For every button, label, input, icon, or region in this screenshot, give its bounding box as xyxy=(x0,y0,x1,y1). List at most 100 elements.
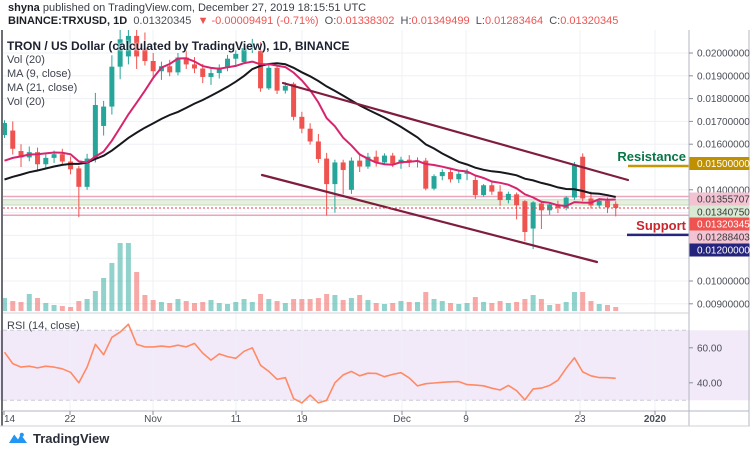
volume-bar xyxy=(348,298,354,311)
candle-body xyxy=(431,176,437,189)
volume-bar xyxy=(84,299,90,311)
candle-body xyxy=(191,64,197,69)
candle-body xyxy=(142,48,148,61)
volume-bar xyxy=(10,301,16,311)
rsi-band xyxy=(0,330,750,401)
time-axis-label: 19 xyxy=(296,414,308,425)
price-badge-pink-level-upper xyxy=(689,192,750,206)
high-label: H: xyxy=(400,15,412,27)
volume-bar xyxy=(142,295,148,311)
candle-body xyxy=(216,67,222,74)
price-badge-support-price xyxy=(689,243,750,257)
candle-body xyxy=(365,156,371,167)
volume-bar xyxy=(538,299,544,311)
candle-body xyxy=(51,154,57,158)
price-badge-label-support-price: 0.01200000 xyxy=(697,246,750,257)
symbol-name: BINANCE:TRXUSD, 1D xyxy=(8,15,128,27)
support-label: Support xyxy=(636,218,686,233)
volume-bar xyxy=(489,303,495,311)
volume-bar xyxy=(125,243,131,311)
trend-line xyxy=(260,173,599,264)
ma21-line xyxy=(4,62,616,198)
volume-bar xyxy=(68,307,74,311)
candle-body xyxy=(324,158,330,185)
volume-bar xyxy=(274,301,280,311)
publish-text: published on TradingView.com, December 2… xyxy=(39,2,367,14)
candle-body xyxy=(456,173,462,180)
time-axis-label: 9 xyxy=(463,414,469,425)
low-value: 0.01283464 xyxy=(484,15,544,27)
candle-body xyxy=(299,116,305,129)
volume-bar xyxy=(522,299,528,311)
volume-bar xyxy=(109,263,115,311)
volume-bar xyxy=(580,292,586,311)
volume-bar xyxy=(390,303,396,311)
candle-body xyxy=(464,171,470,174)
candle-body xyxy=(249,43,255,48)
candle-body xyxy=(183,57,189,65)
candle-body xyxy=(233,53,239,59)
price-badge-pink-level-lower xyxy=(689,230,750,244)
volume-bar xyxy=(35,298,41,311)
volume-bar xyxy=(134,272,140,311)
volume-bar xyxy=(225,304,231,311)
close-value: 0.01320345 xyxy=(560,15,619,27)
author-name: shyna xyxy=(8,2,40,14)
volume-bar xyxy=(249,302,255,311)
volume-bar xyxy=(101,278,107,311)
candle-body xyxy=(340,162,346,170)
volume-bar xyxy=(307,299,313,311)
price-axis-label: 0.01000000 xyxy=(697,277,750,288)
price-badge-last-price xyxy=(689,217,750,231)
volume-bar xyxy=(191,303,197,311)
volume-bar xyxy=(117,243,123,311)
volume-bar xyxy=(324,294,330,311)
volume-bar xyxy=(26,294,32,311)
volume-bar xyxy=(613,307,619,311)
rsi-axis-label: 60.00 xyxy=(697,343,722,354)
candle-body xyxy=(307,128,313,142)
volume-bar xyxy=(365,300,371,311)
candle-body xyxy=(84,158,90,187)
candle-body xyxy=(448,172,454,180)
volume-bar xyxy=(315,298,321,311)
price-badge-label-resistance-price: 0.01500000 xyxy=(697,159,750,170)
volume-bar xyxy=(43,303,49,311)
candle-body xyxy=(604,200,610,208)
legend-row-vol: Vol (20) xyxy=(7,54,45,66)
candle-body xyxy=(439,172,445,177)
volume-bar xyxy=(76,301,82,311)
volume-bar xyxy=(431,299,437,311)
candle-body xyxy=(514,194,520,206)
volume-bar xyxy=(555,304,561,311)
candle-body xyxy=(92,104,98,159)
candle-body xyxy=(35,152,41,165)
tradingview-attribution[interactable]: TradingView xyxy=(8,430,109,446)
legend-title: TRON / US Dollar (calculated by TradingV… xyxy=(7,39,350,53)
low-label: L: xyxy=(475,15,485,27)
volume-bar xyxy=(51,305,57,311)
candle-body xyxy=(472,179,478,196)
price-axis-label: 0.00900000 xyxy=(697,299,750,310)
volume-bar xyxy=(530,295,536,311)
candle-body xyxy=(282,85,288,91)
rsi-legend: RSI (14, close) xyxy=(7,320,80,332)
volume-bar xyxy=(258,294,264,311)
volume-bar xyxy=(266,299,272,311)
price-badge-label-pink-level-upper: 0.01355707 xyxy=(697,195,750,206)
legend-row-ma9: MA (9, close) xyxy=(7,68,72,80)
legend-row-vol2: Vol (20) xyxy=(7,96,45,108)
volume-bar xyxy=(332,295,338,311)
candle-body xyxy=(225,58,231,68)
volume-bar xyxy=(423,292,429,311)
candle-body xyxy=(59,154,65,162)
price-badge-label-last-price: 0.01320345 xyxy=(697,220,750,231)
candle-body xyxy=(357,160,363,167)
volume-layer xyxy=(3,243,619,311)
volume-bar xyxy=(291,299,297,311)
candle-body xyxy=(406,159,412,162)
time-axis-label: 14 xyxy=(4,414,16,425)
volume-bar xyxy=(547,305,553,311)
time-axis-label: Nov xyxy=(144,414,162,425)
